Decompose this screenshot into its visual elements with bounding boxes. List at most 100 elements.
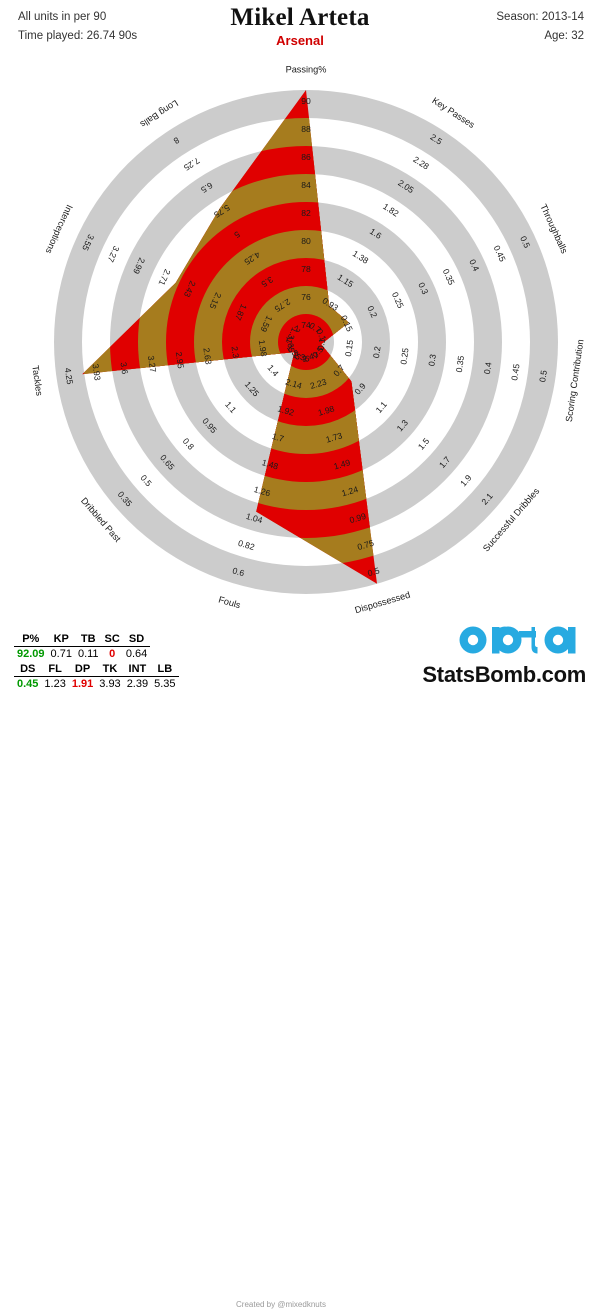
statsbomb-label: StatsBomb.com (422, 662, 586, 687)
axis-title-scoring-contribution: Scoring Contribution (564, 339, 586, 423)
tick-label: 2.3 (229, 346, 241, 359)
stat-header: KP (47, 632, 75, 647)
stat-header: TK (96, 662, 124, 677)
tick-label: 1.04 (245, 511, 264, 525)
stat-value: 1.91 (71, 678, 94, 690)
stat-value: 2.39 (126, 678, 149, 690)
tick-label: 0.15 (343, 339, 355, 357)
tick-label: 2.63 (201, 347, 213, 365)
tick-label: 82 (301, 208, 311, 218)
tick-label: 2.47 (301, 350, 320, 364)
tick-label: 78 (301, 264, 311, 274)
credit-text: Created by @mixedknuts (236, 1300, 326, 1309)
tick-label: 0.45 (509, 363, 521, 381)
axis-title-dispossessed: Dispossessed (354, 590, 412, 616)
tick-label: 1.98 (317, 403, 336, 417)
header-right-meta: Season: 2013-14 Age: 32 (496, 8, 584, 46)
tick-label: 0.2 (365, 304, 379, 319)
tick-label: 5 (232, 229, 242, 240)
tick-label: 0.5 (518, 234, 532, 249)
table-row: 0.45 1.23 1.91 3.93 2.39 5.35 (14, 677, 179, 692)
units-note: All units in per 90 (18, 11, 107, 23)
table-row: P% KP TB SC SD (14, 632, 151, 647)
tick-label: 0.82 (237, 538, 256, 552)
tick-label: 0.4 (467, 258, 481, 273)
table-row: 92.09 0.71 0.11 0 0.64 (14, 647, 150, 662)
stat-header: SD (122, 632, 151, 647)
tick-label: 0.25 (398, 347, 410, 365)
tick-label: 90 (301, 96, 311, 106)
stat-header: FL (41, 662, 69, 677)
stat-value: 0.11 (77, 648, 99, 660)
axis-title-fouls: Fouls (217, 594, 242, 610)
stat-value: 0 (109, 648, 116, 660)
stat-header: INT (123, 662, 152, 677)
stat-value: 3.93 (99, 678, 121, 690)
tick-label: 1.92 (276, 403, 295, 417)
branding: StatsBomb.com (406, 626, 586, 688)
tick-label: 2.95 (174, 351, 186, 369)
stat-header: LB (151, 662, 179, 677)
stat-value: 0.64 (125, 648, 148, 660)
tick-label: 86 (301, 152, 311, 162)
page-title: Mikel Arteta (230, 4, 370, 31)
stat-value: 5.35 (154, 678, 176, 690)
stat-value: 1.23 (44, 678, 66, 690)
header: All units in per 90 Time played: 26.74 9… (0, 0, 600, 56)
stat-header: TB (74, 632, 102, 647)
season-label: Season: 2013-14 (496, 11, 584, 23)
tick-label: 0.6 (231, 565, 245, 578)
stat-header: P% (14, 632, 48, 647)
tick-label: 3.27 (146, 355, 158, 373)
header-left-meta: All units in per 90 Time played: 26.74 9… (18, 8, 137, 46)
tick-label: 0.1 (316, 337, 328, 350)
axis-title-long-balls: Long Balls (138, 98, 180, 130)
tick-label: 0.3 (416, 281, 430, 296)
stat-value: 92.09 (17, 648, 45, 660)
table-row: DS FL DP TK INT LB (14, 662, 179, 677)
axis-title-passing-: Passing% (286, 64, 327, 74)
tick-label: 0.2 (371, 345, 383, 358)
tick-label: 1.7 (271, 431, 285, 444)
tick-label: 0.5 (537, 369, 549, 382)
stat-value: 0.71 (50, 648, 72, 660)
tick-label: 1.48 (261, 457, 280, 471)
axis-title-interceptions: Interceptions (43, 203, 74, 255)
tick-label: 0.4 (482, 361, 494, 374)
tick-label: 2.14 (284, 377, 303, 391)
tick-label: 1.65 (284, 335, 296, 353)
team-label: Arsenal (276, 33, 324, 48)
tick-label: 1.98 (257, 339, 269, 357)
opta-logo-icon (459, 626, 576, 654)
tick-label: 3.93 (90, 363, 102, 381)
tick-label: 4.25 (63, 367, 75, 385)
radar-chart: 90 88 86 84 82 80 78 76 74 2.5 2.28 2.05 1.82 1.6 1.38… (0, 56, 600, 616)
tick-label: 3.6 (119, 362, 131, 375)
tick-label: 1.24 (340, 484, 359, 498)
tick-label: 0.5 (366, 565, 380, 578)
tick-label: 1.73 (325, 430, 344, 444)
tick-label: 0.3 (426, 353, 438, 366)
tick-label: 88 (301, 124, 311, 134)
axis-title-throughballs: Throughballs (538, 203, 569, 256)
stats-table: P% KP TB SC SD 92.09 0.71 0.11 0 0.64 DS… (14, 632, 179, 691)
tick-label: 2.36 (292, 350, 311, 364)
tick-label: 76 (301, 292, 311, 302)
radar-svg: 9088868482807876742.52.282.051.821.61.38… (30, 64, 586, 616)
tick-label: 1.26 (253, 484, 272, 498)
tick-label: 8 (172, 135, 182, 146)
tick-label: 0.75 (356, 538, 375, 552)
stat-header: DP (68, 662, 97, 677)
stat-value: 0.45 (17, 678, 39, 690)
stats-table-top: P% KP TB SC SD 92.09 0.71 0.11 0 0.64 (14, 632, 151, 662)
tick-label: 80 (301, 236, 311, 246)
tick-label: 74 (301, 320, 311, 330)
tick-label: 1.49 (332, 457, 351, 471)
age-label: Age: 32 (544, 30, 584, 42)
time-played: Time played: 26.74 90s (18, 30, 138, 42)
axis-title-tackles: Tackles (30, 365, 44, 397)
stats-table-bottom: DS FL DP TK INT LB 0.45 1.23 1.91 3.93 2… (14, 662, 179, 691)
tick-label: 84 (301, 180, 311, 190)
stat-header: SC (101, 632, 123, 647)
tick-label: 2 (293, 323, 303, 334)
